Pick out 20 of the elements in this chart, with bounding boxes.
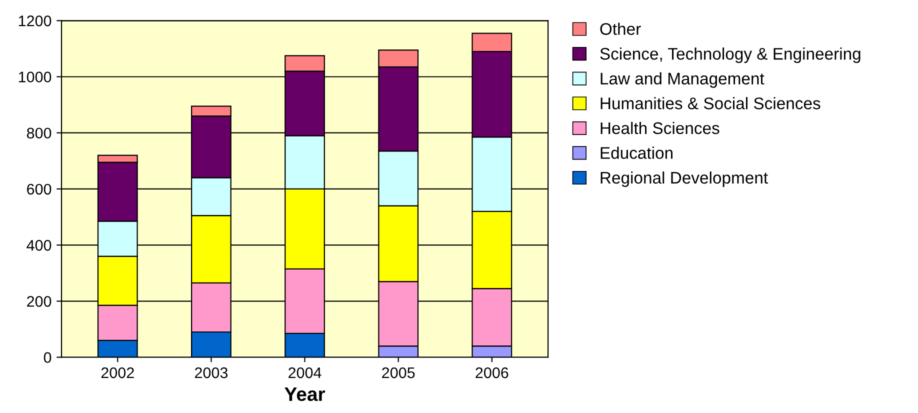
y-tick-label: 600 [27, 184, 52, 195]
legend-label: Law and Management [600, 72, 764, 88]
legend-label: Education [600, 146, 672, 159]
y-tick-label: 200 [27, 296, 52, 307]
y-tick-label: 800 [26, 128, 52, 139]
x-axis-title: Year [284, 387, 326, 402]
legend-label: Regional Development [600, 171, 768, 187]
legend-label: Other [600, 22, 641, 35]
x-tick-label: 2005 [382, 367, 415, 378]
x-tick-label: 2004 [288, 367, 322, 378]
y-tick-label: 1200 [18, 16, 52, 26]
y-tick-label: 0 [44, 352, 52, 363]
x-tick-label: 2003 [194, 367, 228, 378]
x-tick-label: 2002 [101, 367, 134, 378]
legend-label: Humanities & Social Sciences [600, 97, 820, 110]
legend-label: Health Sciences [600, 122, 720, 134]
x-tick-label: 2006 [476, 367, 508, 378]
y-tick-label: 400 [26, 240, 52, 251]
y-tick-label: 1000 [18, 72, 52, 82]
legend-label: Science, Technology & Engineering [600, 47, 860, 64]
